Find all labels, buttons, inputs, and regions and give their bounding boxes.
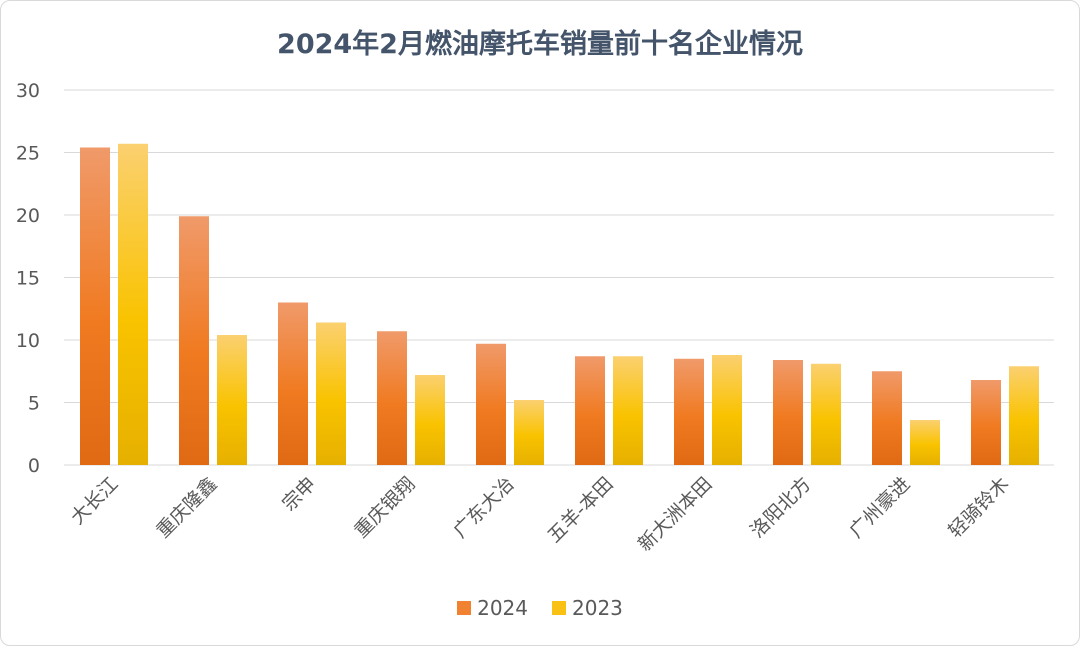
bar-2024-洛阳北方 <box>773 360 803 465</box>
bar-2024-重庆隆鑫 <box>179 216 209 465</box>
bar-2023-宗申 <box>316 322 346 465</box>
bar-2024-五羊-本田 <box>575 356 605 465</box>
x-tick-label: 广州豪进 <box>845 473 914 542</box>
bars <box>80 143 1039 465</box>
bar-2023-轻骑铃木 <box>1009 366 1039 465</box>
legend-label-2023: 2023 <box>572 596 623 620</box>
x-tick-label: 广东大冶 <box>449 473 518 542</box>
bar-2024-广东大冶 <box>476 343 506 465</box>
y-tick-label: 30 <box>16 80 40 102</box>
x-tick-label: 大长江 <box>67 473 123 529</box>
legend: 2024 2023 <box>0 596 1080 620</box>
x-tick-label: 重庆隆鑫 <box>152 473 221 542</box>
x-tick-label: 五羊-本田 <box>543 473 617 547</box>
bar-2024-广州豪进 <box>872 371 902 465</box>
x-axis-ticks: 大长江 重庆隆鑫 宗申 重庆银翔 广东大冶 五羊-本田 新大洲本田 洛阳北方 广州豪进 轻骑铃木 <box>67 473 1014 556</box>
bar-2024-重庆银翔 <box>377 331 407 465</box>
bar-2023-广东大冶 <box>514 400 544 465</box>
x-tick-label: 宗申 <box>278 473 320 515</box>
x-tick-label: 新大洲本田 <box>634 473 717 556</box>
bar-2023-洛阳北方 <box>811 363 841 465</box>
legend-label-2024: 2024 <box>477 596 528 620</box>
bar-2023-广州豪进 <box>910 420 940 465</box>
x-tick-label: 重庆银翔 <box>350 473 419 542</box>
bar-2023-新大洲本田 <box>712 355 742 465</box>
y-tick-label: 25 <box>16 143 40 165</box>
chart-title: 2024年2月燃油摩托车销量前十名企业情况 <box>277 29 803 60</box>
y-tick-label: 15 <box>16 268 40 290</box>
bar-2023-重庆银翔 <box>415 375 445 465</box>
bar-2023-重庆隆鑫 <box>217 335 247 465</box>
bar-2024-大长江 <box>80 147 110 465</box>
y-tick-label: 0 <box>28 455 40 477</box>
y-tick-label: 5 <box>28 393 40 415</box>
legend-swatch-2024 <box>457 601 472 615</box>
gridlines <box>64 89 1054 466</box>
x-tick-label: 轻骑铃木 <box>944 473 1013 542</box>
bar-2023-五羊-本田 <box>613 356 643 465</box>
x-tick-label: 洛阳北方 <box>746 473 815 542</box>
bar-2024-轻骑铃木 <box>971 380 1001 465</box>
legend-item-2023: 2023 <box>552 596 623 620</box>
legend-swatch-2023 <box>552 601 566 615</box>
legend-item-2024: 2024 <box>457 596 528 620</box>
y-tick-label: 10 <box>16 330 40 352</box>
bar-2024-宗申 <box>278 302 308 465</box>
bar-2024-新大洲本田 <box>674 358 704 465</box>
bar-2023-大长江 <box>118 143 148 465</box>
y-tick-label: 20 <box>16 205 40 227</box>
y-axis-ticks: 0 5 10 15 20 25 30 <box>16 80 40 477</box>
